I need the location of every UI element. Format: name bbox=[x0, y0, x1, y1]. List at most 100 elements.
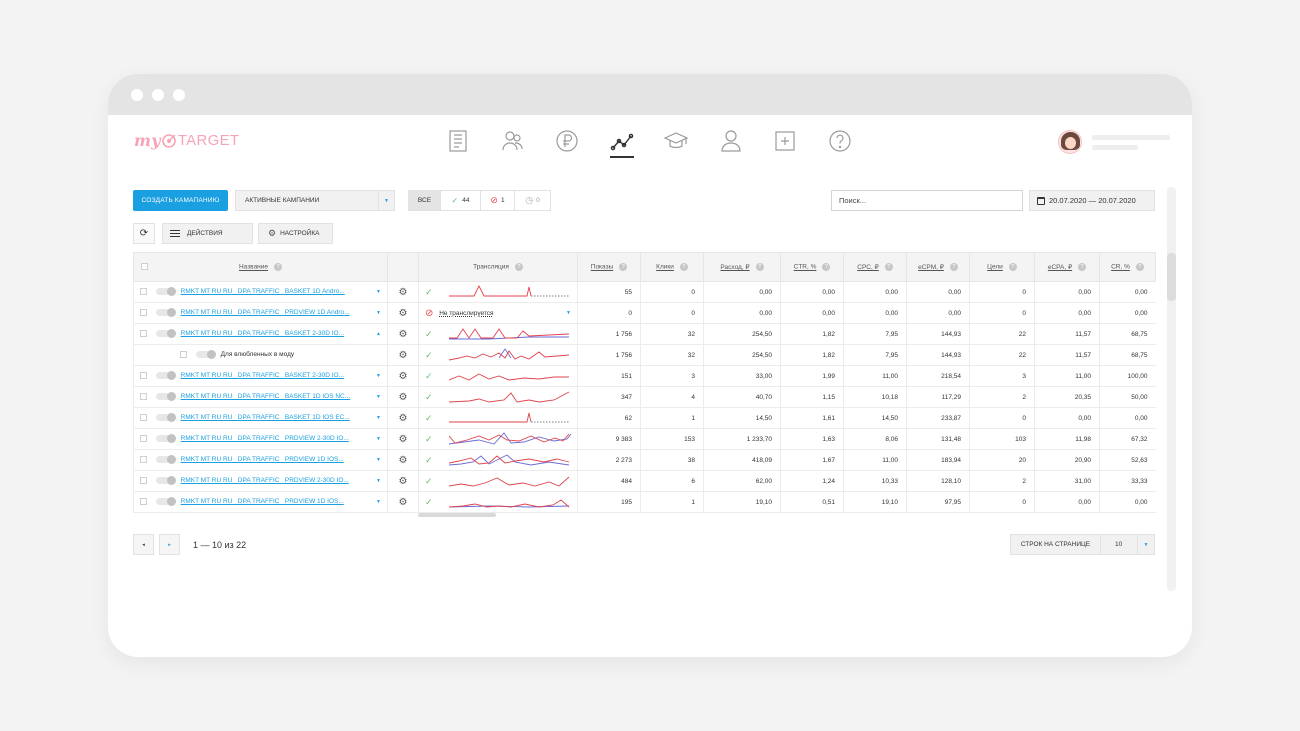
chevron-down-icon[interactable]: ▼ bbox=[376, 478, 381, 484]
help-icon[interactable]: ? bbox=[679, 263, 688, 271]
filter-active-button[interactable]: ✓ 44 bbox=[441, 191, 481, 210]
clicks-header[interactable]: Клики? bbox=[640, 252, 704, 282]
help-icon[interactable]: ? bbox=[274, 263, 283, 272]
row-settings-cell[interactable]: ⚙ bbox=[387, 407, 419, 429]
gear-icon[interactable]: ⚙ bbox=[398, 433, 408, 445]
chevron-down-icon[interactable]: ▼ bbox=[376, 457, 381, 463]
ecpm-header[interactable]: eCPM, ₽? bbox=[906, 252, 970, 282]
date-range-picker[interactable]: 20.07.2020 — 20.07.2020 bbox=[1029, 190, 1155, 211]
gear-icon[interactable]: ⚙ bbox=[398, 307, 408, 319]
gear-icon[interactable]: ⚙ bbox=[398, 286, 408, 298]
status-toggle[interactable] bbox=[155, 329, 176, 339]
help-icon[interactable]: ? bbox=[1078, 263, 1087, 272]
next-page-button[interactable]: ▸ bbox=[159, 534, 180, 555]
row-settings-cell[interactable]: ⚙ bbox=[387, 323, 419, 345]
statistics-icon[interactable] bbox=[609, 127, 635, 158]
help-icon[interactable]: ? bbox=[755, 263, 764, 272]
campaign-filter-select[interactable]: АКТИВНЫЕ КАМПАНИИ ▼ bbox=[235, 190, 395, 211]
help-icon[interactable]: ? bbox=[1135, 263, 1144, 271]
gear-icon[interactable]: ⚙ bbox=[398, 454, 408, 466]
campaign-name-link[interactable]: RMKT MT RU RU _DPA TRAFFIC _PRDVIEW 1D I… bbox=[180, 456, 344, 464]
campaign-name-link[interactable]: RMKT MT RU RU _DPA TRAFFIC _BASKET 2-30D… bbox=[180, 372, 345, 380]
gear-icon[interactable]: ⚙ bbox=[398, 328, 408, 340]
gear-icon[interactable]: ⚙ bbox=[398, 370, 408, 382]
ecpa-header[interactable]: eCPA, ₽? bbox=[1034, 252, 1100, 282]
prev-page-button[interactable]: ◂ bbox=[133, 534, 154, 555]
gear-icon[interactable]: ⚙ bbox=[398, 412, 408, 424]
spend-header[interactable]: Расход, ₽? bbox=[703, 252, 781, 282]
row-checkbox[interactable] bbox=[140, 477, 147, 485]
status-toggle[interactable] bbox=[155, 497, 176, 507]
status-toggle[interactable] bbox=[155, 413, 176, 423]
row-checkbox[interactable] bbox=[140, 498, 147, 506]
row-settings-cell[interactable]: ⚙ bbox=[387, 491, 419, 513]
campaign-name-link[interactable]: RMKT MT RU RU _DPA TRAFFIC _PRDVIEW 2-30… bbox=[180, 477, 349, 485]
row-checkbox[interactable] bbox=[140, 435, 147, 443]
filter-pending-button[interactable]: ◷ 0 bbox=[515, 191, 550, 210]
row-settings-cell[interactable]: ⚙ bbox=[387, 302, 419, 324]
chevron-down-icon[interactable]: ▼ bbox=[1137, 535, 1154, 554]
table-row[interactable]: RMKT MT RU RU _DPA TRAFFIC _PRDVIEW 1D I… bbox=[133, 449, 1156, 471]
search-input[interactable]: Поиск... bbox=[831, 190, 1023, 211]
help-icon[interactable] bbox=[827, 127, 853, 155]
table-row[interactable]: RMKT MT RU RU _DPA TRAFFIC _BASKET 1D An… bbox=[133, 281, 1156, 303]
row-settings-cell[interactable]: ⚙ bbox=[387, 344, 419, 366]
banner-row[interactable]: Для влюбленных в моду ⚙ ✓ 1 756 32 254,50 1,82… bbox=[133, 344, 1156, 366]
create-campaign-button[interactable]: СОЗДАТЬ КАМАПАНИЮ bbox=[133, 190, 228, 211]
banner-name[interactable]: Для влюбленных в моду bbox=[220, 351, 295, 359]
goals-header[interactable]: Цели? bbox=[969, 252, 1035, 282]
status-toggle[interactable] bbox=[155, 476, 176, 486]
help-icon[interactable]: ? bbox=[619, 263, 628, 271]
campaign-name-link[interactable]: RMKT MT RU RU _DPA TRAFFIC _BASKET 1D An… bbox=[180, 288, 345, 296]
status-toggle[interactable] bbox=[155, 434, 176, 444]
chevron-down-icon[interactable]: ▼ bbox=[376, 394, 381, 400]
gear-icon[interactable]: ⚙ bbox=[398, 391, 408, 403]
help-icon[interactable]: ? bbox=[822, 263, 831, 271]
gear-icon[interactable]: ⚙ bbox=[398, 496, 408, 508]
mytarget-logo[interactable]: my TARGET bbox=[134, 131, 239, 150]
billing-icon[interactable] bbox=[554, 127, 580, 155]
actions-button[interactable]: ДЕЙСТВИЯ bbox=[162, 223, 253, 244]
profile-icon[interactable] bbox=[718, 127, 744, 155]
education-icon[interactable] bbox=[663, 127, 689, 155]
row-checkbox[interactable] bbox=[140, 393, 147, 401]
row-checkbox[interactable] bbox=[140, 330, 147, 338]
gear-icon[interactable]: ⚙ bbox=[398, 475, 408, 487]
campaign-name-link[interactable]: RMKT MT RU RU _DPA TRAFFIC _PRDVIEW 1D A… bbox=[180, 309, 350, 317]
row-settings-cell[interactable]: ⚙ bbox=[387, 386, 419, 408]
chevron-down-icon[interactable]: ▼ bbox=[376, 289, 381, 295]
campaign-name-link[interactable]: RMKT MT RU RU _DPA TRAFFIC _PRDVIEW 1D I… bbox=[180, 498, 344, 506]
table-row[interactable]: RMKT MT RU RU _DPA TRAFFIC _PRDVIEW 2-30… bbox=[133, 470, 1156, 492]
table-row[interactable]: RMKT MT RU RU _DPA TRAFFIC _PRDVIEW 2-30… bbox=[133, 428, 1156, 450]
status-toggle[interactable] bbox=[155, 308, 176, 318]
row-settings-cell[interactable]: ⚙ bbox=[387, 281, 419, 303]
status-toggle[interactable] bbox=[195, 350, 216, 360]
status-toggle[interactable] bbox=[155, 455, 176, 465]
scroll-thumb[interactable] bbox=[1167, 253, 1176, 301]
chevron-down-icon[interactable]: ▼ bbox=[376, 436, 381, 442]
row-checkbox[interactable] bbox=[180, 351, 187, 359]
status-toggle[interactable] bbox=[155, 371, 176, 381]
filter-all-button[interactable]: ВСЕ bbox=[409, 191, 441, 210]
chevron-down-icon[interactable]: ▼ bbox=[376, 415, 381, 421]
horizontal-scrollbar[interactable] bbox=[418, 513, 496, 517]
row-checkbox[interactable] bbox=[140, 456, 147, 464]
row-settings-cell[interactable]: ⚙ bbox=[387, 449, 419, 471]
chevron-down-icon[interactable]: ▼ bbox=[566, 310, 571, 316]
status-toggle[interactable] bbox=[155, 392, 176, 402]
table-row[interactable]: RMKT MT RU RU _DPA TRAFFIC _PRDVIEW 1D A… bbox=[133, 302, 1156, 324]
name-header[interactable]: Название? bbox=[133, 252, 388, 282]
chevron-down-icon[interactable]: ▼ bbox=[376, 499, 381, 505]
chevron-down-icon[interactable]: ▼ bbox=[376, 310, 381, 316]
table-row[interactable]: RMKT MT RU RU _DPA TRAFFIC _BASKET 2-30D… bbox=[133, 323, 1156, 345]
refresh-button[interactable]: ⟳ bbox=[133, 223, 155, 244]
vertical-scrollbar[interactable] bbox=[1167, 187, 1176, 591]
table-row[interactable]: RMKT MT RU RU _DPA TRAFFIC _BASKET 1D IO… bbox=[133, 407, 1156, 429]
table-row[interactable]: RMKT MT RU RU _DPA TRAFFIC _BASKET 2-30D… bbox=[133, 365, 1156, 387]
user-menu[interactable] bbox=[1058, 130, 1170, 154]
row-settings-cell[interactable]: ⚙ bbox=[387, 428, 419, 450]
add-panel-icon[interactable] bbox=[772, 127, 798, 155]
row-checkbox[interactable] bbox=[140, 309, 147, 317]
help-icon[interactable]: ? bbox=[884, 263, 893, 272]
status-toggle[interactable] bbox=[155, 287, 176, 297]
